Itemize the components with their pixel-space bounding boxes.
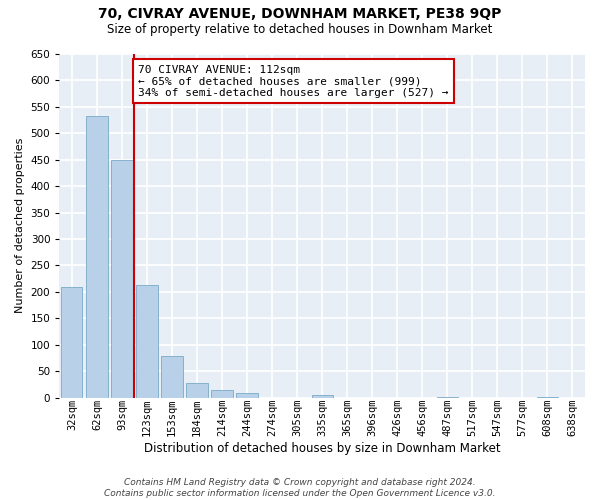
Bar [437,397,458,398]
Bar [211,390,233,398]
Bar [61,286,82,398]
Bar [111,160,133,398]
Bar [86,116,107,398]
Bar [187,383,208,398]
X-axis label: Distribution of detached houses by size in Downham Market: Distribution of detached houses by size … [144,442,500,455]
Text: Size of property relative to detached houses in Downham Market: Size of property relative to detached ho… [107,22,493,36]
Bar [236,394,258,398]
Bar [311,395,333,398]
Bar [161,356,182,398]
Bar [136,285,158,398]
Text: Contains HM Land Registry data © Crown copyright and database right 2024.
Contai: Contains HM Land Registry data © Crown c… [104,478,496,498]
Text: 70, CIVRAY AVENUE, DOWNHAM MARKET, PE38 9QP: 70, CIVRAY AVENUE, DOWNHAM MARKET, PE38 … [98,8,502,22]
Y-axis label: Number of detached properties: Number of detached properties [15,138,25,314]
Text: 70 CIVRAY AVENUE: 112sqm
← 65% of detached houses are smaller (999)
34% of semi-: 70 CIVRAY AVENUE: 112sqm ← 65% of detach… [138,64,449,98]
Bar [537,397,558,398]
